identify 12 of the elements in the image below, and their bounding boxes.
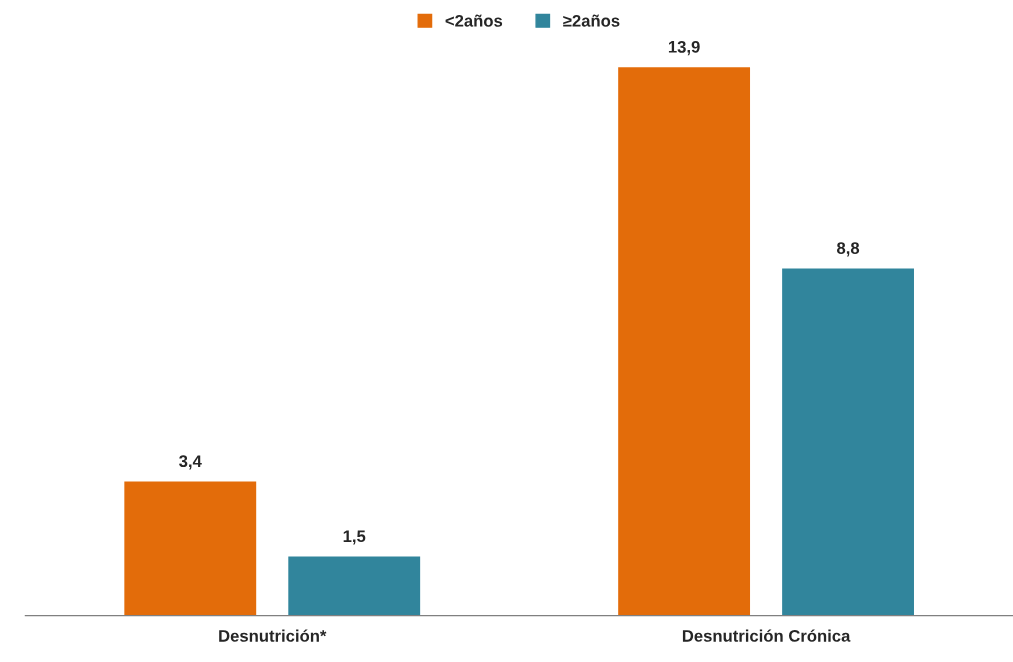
bar [782, 268, 914, 616]
x-tick-label: Desnutrición* [219, 629, 327, 642]
data-label: 3,4 [179, 455, 202, 470]
data-label: 8,8 [837, 242, 860, 257]
legend-label: <2años [445, 14, 503, 27]
data-label: 13,9 [668, 40, 700, 56]
bar [124, 481, 257, 616]
bar [618, 67, 751, 616]
bar [288, 556, 421, 616]
legend-label: ≥2años [563, 14, 620, 27]
x-tick-label: Desnutrición Crónica [682, 629, 851, 642]
data-label: 1,5 [343, 530, 366, 545]
